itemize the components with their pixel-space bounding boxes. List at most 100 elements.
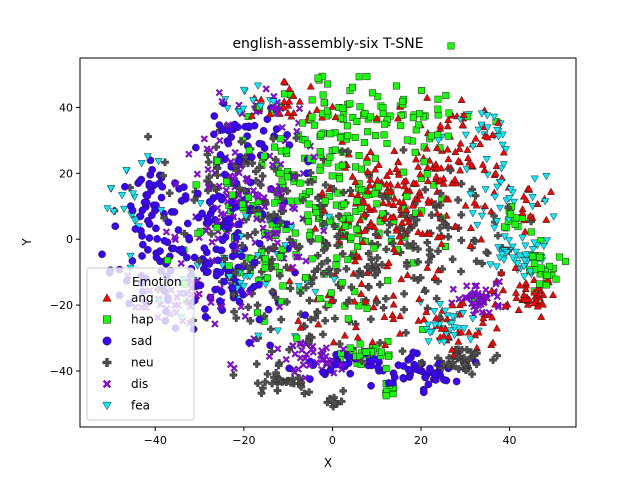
point-fea [466, 336, 475, 344]
point-neu [427, 211, 436, 219]
point-hap [225, 262, 233, 270]
point-hap [281, 90, 289, 98]
point-hap [442, 91, 450, 99]
point-sad [230, 120, 239, 129]
point-neu [402, 328, 410, 337]
point-fea [103, 205, 112, 213]
x-tick-label: −40 [144, 434, 167, 447]
point-hap [536, 253, 544, 261]
points-layer [98, 42, 569, 411]
point-neu [307, 237, 315, 245]
point-neu [323, 256, 332, 265]
point-neu [302, 283, 310, 292]
point-hap [326, 192, 334, 200]
y-tick-label: 20 [59, 167, 73, 180]
point-hap [268, 221, 276, 229]
point-neu [310, 267, 319, 276]
point-hap [370, 244, 378, 252]
point-fea [512, 248, 521, 257]
point-ang [385, 199, 394, 207]
point-dis [172, 180, 180, 189]
point-neu [347, 283, 356, 291]
point-fea [505, 195, 514, 203]
point-neu [326, 396, 335, 404]
point-hap [291, 229, 299, 237]
legend-marker-neu [102, 358, 112, 367]
point-sad [224, 126, 233, 135]
point-hap [331, 146, 339, 154]
point-hap [344, 315, 352, 323]
point-ang [488, 338, 497, 346]
point-ang [487, 286, 496, 294]
point-hap [373, 200, 381, 208]
point-neu [256, 181, 265, 189]
point-fea [539, 243, 548, 251]
point-fea [461, 131, 470, 140]
point-hap [316, 148, 324, 156]
point-dis [293, 253, 301, 261]
point-ang [459, 298, 468, 307]
point-sad [185, 233, 193, 242]
point-ang [423, 176, 432, 185]
point-dis [243, 177, 252, 185]
point-hap [399, 97, 407, 105]
point-hap [362, 348, 370, 356]
point-sad [229, 242, 237, 250]
point-ang [456, 139, 465, 147]
point-dis [472, 306, 480, 314]
point-ang [549, 290, 558, 298]
point-neu [493, 351, 501, 360]
point-ang [414, 162, 423, 170]
point-fea [490, 224, 499, 232]
point-neu [296, 289, 305, 297]
point-hap [561, 257, 569, 265]
y-axis-label: Y [20, 238, 34, 247]
point-sad [200, 244, 209, 252]
point-neu [292, 134, 301, 142]
point-hap [555, 253, 563, 261]
point-hap [344, 256, 352, 264]
point-fea [245, 273, 254, 281]
point-fea [281, 242, 290, 250]
point-hap [310, 121, 318, 129]
point-hap [363, 73, 371, 81]
point-neu [416, 273, 425, 282]
point-neu [378, 260, 386, 269]
point-ang [362, 153, 371, 161]
point-dis [289, 341, 297, 350]
legend-label-fea: fea [131, 399, 150, 413]
point-ang [379, 198, 388, 206]
point-hap [314, 74, 322, 82]
point-hap [319, 91, 327, 99]
point-sad [228, 284, 237, 292]
point-neu [317, 260, 326, 268]
point-neu [282, 263, 291, 272]
point-fea [498, 251, 507, 259]
point-ang [385, 167, 394, 175]
point-ang [523, 300, 532, 308]
point-sad [148, 165, 156, 174]
point-fea [109, 208, 118, 216]
point-neu [319, 269, 328, 278]
point-neu [241, 153, 250, 161]
point-neu [207, 230, 216, 238]
point-ang [543, 275, 553, 283]
point-dis [208, 238, 216, 246]
point-dis [495, 277, 504, 286]
point-ang [414, 316, 423, 324]
point-fea [261, 281, 270, 289]
point-sad [145, 220, 154, 228]
point-hap [368, 89, 376, 97]
point-neu [267, 347, 276, 356]
point-fea [253, 82, 262, 90]
point-neu [414, 245, 422, 253]
legend-marker-dis [102, 379, 112, 389]
point-fea [542, 237, 551, 245]
point-hap [337, 349, 345, 357]
point-hap [380, 131, 388, 139]
point-ang [437, 324, 446, 332]
point-neu [334, 212, 343, 220]
point-hap [403, 193, 411, 201]
point-fea [128, 190, 137, 198]
point-fea [473, 221, 482, 230]
